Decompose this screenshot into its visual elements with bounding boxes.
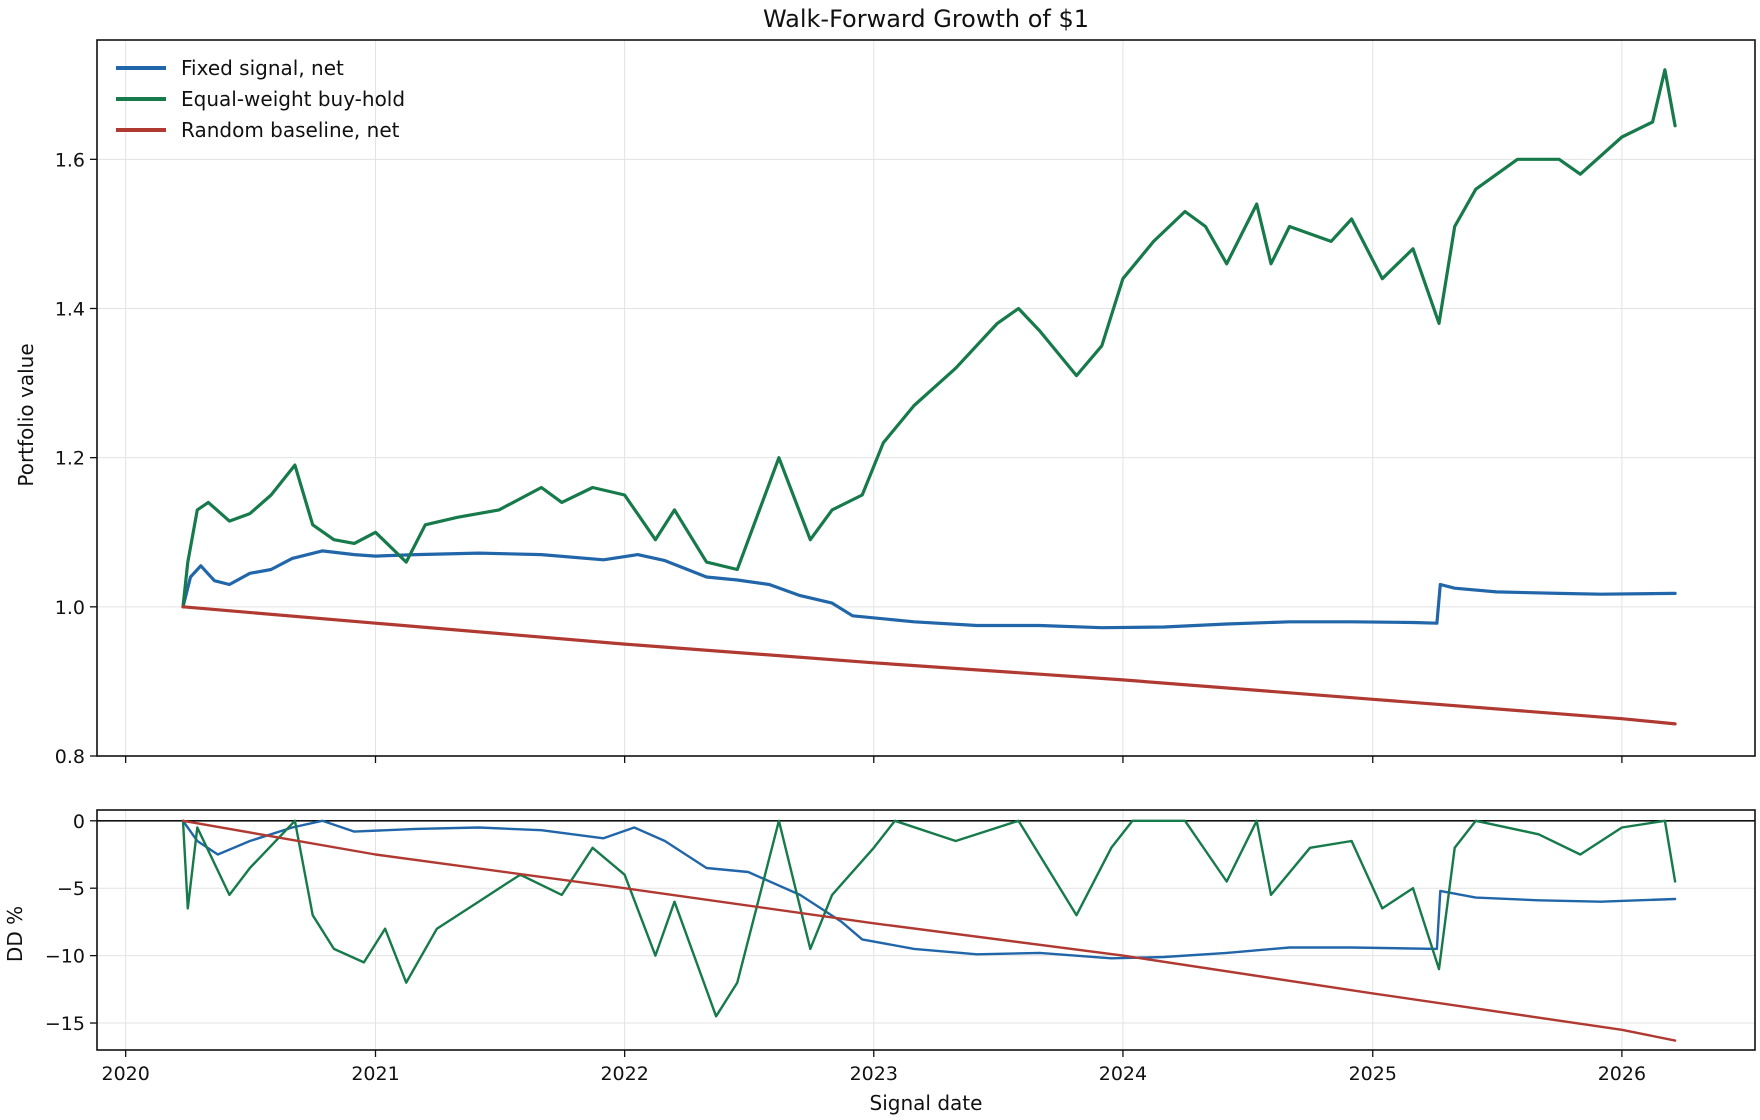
legend-label: Random baseline, net xyxy=(181,118,400,142)
top-y-tick-label: 0.8 xyxy=(55,746,85,768)
top-y-tick-label: 1.4 xyxy=(55,299,85,321)
bottom-y-tick-label: −15 xyxy=(45,1013,85,1035)
top-y-tick-label: 1.0 xyxy=(55,597,85,619)
top-y-tick-label: 1.6 xyxy=(55,149,85,171)
bottom-y-tick-label: 0 xyxy=(73,811,85,833)
x-axis-title: Signal date xyxy=(870,1091,983,1115)
top-y-axis-title: Portfolio value xyxy=(14,343,38,486)
top-y-tick-label: 1.2 xyxy=(55,448,85,470)
bottom-y-tick-label: −5 xyxy=(57,878,85,900)
bottom-plot-frame xyxy=(96,809,1756,1051)
top-series-equal-weight-buy-hold xyxy=(181,68,1677,609)
x-tick-label: 2022 xyxy=(600,1063,648,1085)
bottom-y-tick-label: −10 xyxy=(45,946,85,968)
legend-label: Equal-weight buy-hold xyxy=(181,87,405,111)
bottom-series-fixed-signal-net xyxy=(181,819,1677,960)
x-tick-label: 2026 xyxy=(1598,1063,1646,1085)
bottom-series-equal-weight-buy-hold xyxy=(181,819,1677,1018)
chart-title: Walk-Forward Growth of $1 xyxy=(763,5,1089,33)
bottom-y-axis-title: DD % xyxy=(3,906,27,962)
drawdown-panel: 0 −5 −10 −15 2020 2021 2022 2023 2024 2025 2026 xyxy=(45,809,1756,1085)
legend-label: Fixed signal, net xyxy=(181,56,344,80)
top-plot-frame xyxy=(96,39,1756,757)
growth-panel: 0.8 1.0 1.2 1.4 1.6 Fixed signal, net Equal-we… xyxy=(55,39,1756,768)
top-series-random-baseline-net xyxy=(181,605,1677,726)
x-tick-label: 2020 xyxy=(101,1063,149,1085)
legend: Fixed signal, net Equal-weight buy-hold Ra… xyxy=(116,56,405,142)
x-tick-label: 2023 xyxy=(850,1063,898,1085)
x-tick-label: 2024 xyxy=(1099,1063,1147,1085)
x-tick-label: 2021 xyxy=(351,1063,399,1085)
x-tick-label: 2025 xyxy=(1349,1063,1397,1085)
bottom-series-random-baseline-net xyxy=(181,819,1677,1042)
top-series-fixed-signal-net xyxy=(181,549,1677,630)
